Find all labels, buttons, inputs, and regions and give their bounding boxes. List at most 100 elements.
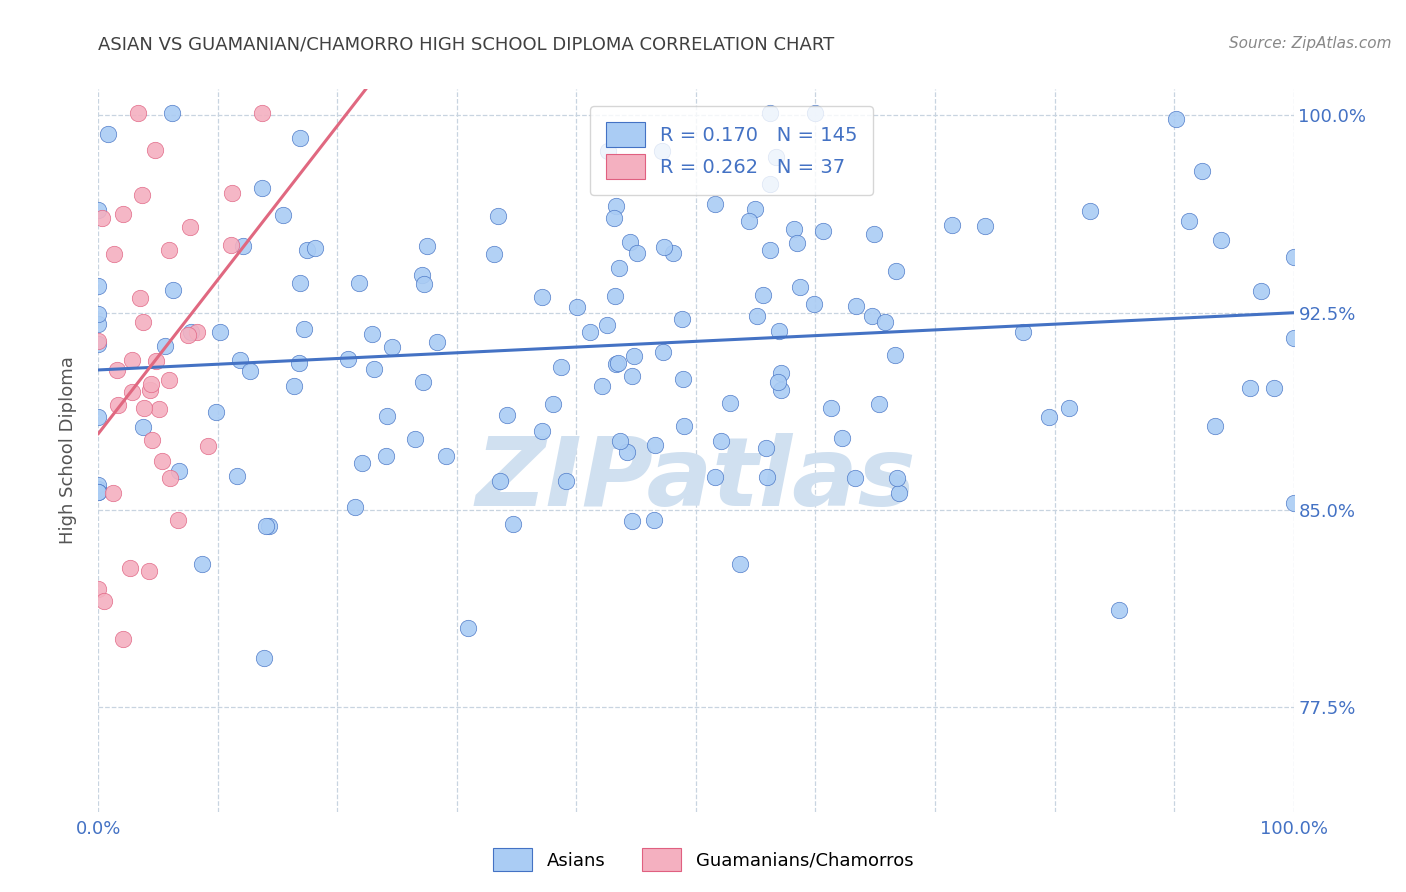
Point: [337, 352, 360, 367]
Point: [886, 471, 908, 485]
Point: [1178, 214, 1201, 228]
Point: [297, 244, 319, 258]
Point: [820, 401, 842, 415]
Point: [744, 202, 766, 217]
Point: [789, 280, 811, 294]
Point: [484, 247, 506, 261]
Point: [623, 350, 645, 364]
Point: [457, 621, 479, 635]
Y-axis label: High School Diploma: High School Diploma: [59, 357, 77, 544]
Point: [578, 325, 600, 339]
Point: [609, 434, 631, 449]
Point: [97, 127, 120, 141]
Point: [486, 209, 509, 223]
Point: [434, 449, 457, 463]
Point: [769, 383, 792, 397]
Point: [811, 224, 834, 238]
Point: [605, 357, 627, 371]
Point: [191, 557, 214, 571]
Point: [87, 307, 110, 321]
Point: [138, 564, 160, 578]
Point: [496, 408, 519, 422]
Point: [531, 290, 554, 304]
Point: [671, 311, 693, 326]
Point: [1191, 163, 1213, 178]
Point: [159, 471, 181, 485]
Text: Source: ZipAtlas.com: Source: ZipAtlas.com: [1229, 36, 1392, 51]
Point: [710, 434, 733, 449]
Point: [619, 235, 641, 249]
Point: [1108, 603, 1130, 617]
Point: [131, 188, 153, 202]
Point: [225, 468, 247, 483]
Point: [758, 177, 780, 191]
Point: [941, 218, 963, 232]
Point: [162, 283, 184, 297]
Point: [145, 354, 167, 368]
Point: [375, 449, 398, 463]
Point: [652, 240, 675, 254]
Point: [541, 396, 564, 410]
Point: [644, 438, 666, 452]
Point: [186, 325, 208, 339]
Point: [530, 425, 553, 439]
Point: [143, 144, 166, 158]
Point: [703, 470, 725, 484]
Point: [290, 130, 312, 145]
Point: [884, 348, 907, 362]
Point: [651, 344, 673, 359]
Point: [751, 288, 773, 302]
Point: [728, 557, 751, 571]
Point: [232, 239, 254, 253]
Point: [167, 513, 190, 527]
Point: [209, 325, 232, 339]
Point: [363, 362, 385, 376]
Point: [167, 464, 190, 478]
Point: [153, 339, 176, 353]
Point: [607, 356, 630, 370]
Point: [768, 325, 790, 339]
Point: [219, 238, 242, 252]
Point: [229, 353, 252, 368]
Point: [197, 439, 219, 453]
Point: [1282, 331, 1305, 345]
Point: [718, 395, 741, 409]
Point: [413, 277, 436, 291]
Point: [101, 486, 124, 500]
Point: [502, 516, 524, 531]
Point: [831, 431, 853, 445]
Point: [121, 384, 143, 399]
Point: [607, 260, 630, 275]
Point: [1078, 204, 1101, 219]
Point: [596, 318, 619, 332]
Point: [257, 518, 280, 533]
Point: [745, 309, 768, 323]
Point: [768, 376, 790, 390]
Point: [873, 315, 896, 329]
Point: [132, 314, 155, 328]
Point: [643, 512, 665, 526]
Point: [603, 211, 626, 225]
Point: [651, 145, 673, 159]
Point: [132, 420, 155, 434]
Point: [783, 222, 806, 236]
Point: [304, 241, 326, 255]
Point: [426, 334, 449, 349]
Point: [120, 561, 142, 575]
Point: [755, 441, 778, 455]
Text: ZIPatlas: ZIPatlas: [475, 433, 917, 526]
Point: [253, 650, 276, 665]
Point: [868, 397, 890, 411]
Point: [87, 203, 110, 218]
Point: [139, 384, 162, 398]
Point: [887, 486, 910, 500]
Point: [252, 181, 274, 195]
Point: [271, 209, 294, 223]
Point: [605, 198, 627, 212]
Point: [863, 227, 886, 241]
Point: [87, 336, 110, 351]
Point: [1164, 112, 1187, 126]
Point: [87, 279, 110, 293]
Point: [381, 340, 404, 354]
Point: [845, 299, 868, 313]
